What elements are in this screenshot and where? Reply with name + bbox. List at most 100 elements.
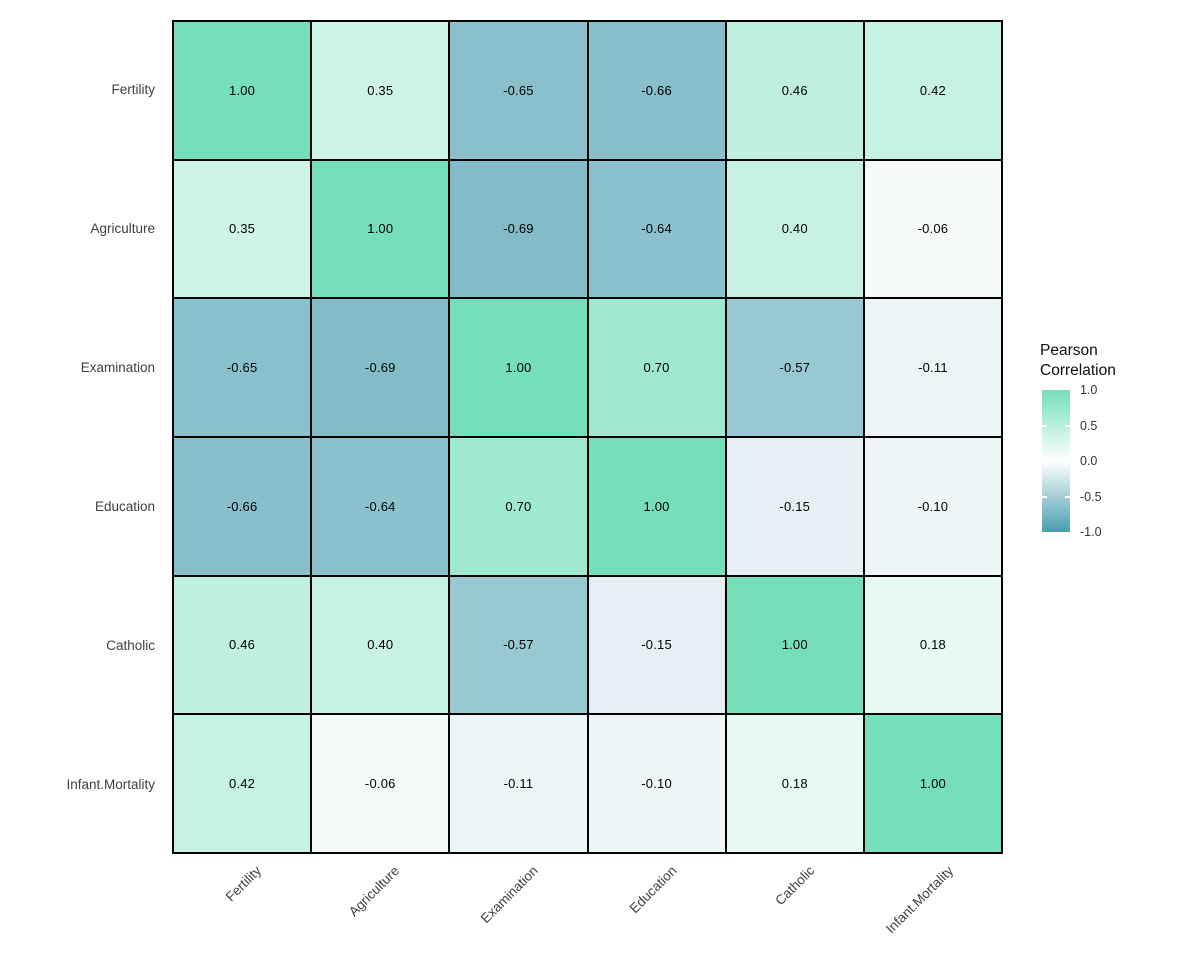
cell-value: -0.69 xyxy=(503,221,534,237)
heatmap-cell: -0.06 xyxy=(863,159,1002,299)
cell-value: 0.40 xyxy=(367,637,394,653)
cell-value: 0.46 xyxy=(781,82,808,98)
cell-value: -0.65 xyxy=(226,360,258,376)
cell-value: 0.40 xyxy=(781,221,808,237)
heatmap-cell: 1.00 xyxy=(863,714,1002,853)
y-axis-label: Agriculture xyxy=(90,221,155,236)
cell-value: -0.10 xyxy=(917,498,949,514)
heatmap-cell: 0.46 xyxy=(173,575,312,715)
cell-value: 0.35 xyxy=(367,82,394,98)
y-axis-label: Education xyxy=(94,499,155,514)
heatmap-cell: 0.18 xyxy=(725,714,864,853)
heatmap-cell: 0.46 xyxy=(725,21,864,160)
heatmap-cell: 1.00 xyxy=(449,298,588,437)
heatmap-cell: -0.15 xyxy=(725,437,864,576)
heatmap-cell: 0.40 xyxy=(311,575,450,715)
legend-tickmark xyxy=(1065,495,1070,498)
heatmap-cell: 0.42 xyxy=(863,21,1002,160)
heatmap-cell: -0.10 xyxy=(587,714,726,853)
heatmap-cell: 1.00 xyxy=(587,437,726,576)
heatmap-cell: 0.40 xyxy=(725,159,864,299)
heatmap-panel: 1.00 0.35 -0.65 -0.66 0.46 0.42 0.35 1.00 -0.69 -… xyxy=(172,20,1003,854)
heatmap-cell: -0.06 xyxy=(311,714,450,853)
legend-title-line1: Pearson xyxy=(1040,342,1098,359)
cell-value: 0.42 xyxy=(919,82,946,98)
cell-value: -0.10 xyxy=(641,776,672,792)
legend-tick-label: 0.5 xyxy=(1080,418,1098,433)
heatmap-cell: -0.15 xyxy=(587,575,726,715)
cell-value: 0.70 xyxy=(505,498,532,514)
x-axis-label: Catholic xyxy=(772,863,818,909)
cell-value: -0.11 xyxy=(503,776,534,792)
cell-value: 0.18 xyxy=(781,776,808,792)
legend-tick-label: -1.0 xyxy=(1080,525,1102,539)
heatmap-cell: -0.69 xyxy=(449,159,588,299)
cell-value: 1.00 xyxy=(781,637,808,653)
cell-value: -0.11 xyxy=(918,360,948,376)
heatmap-cell: -0.66 xyxy=(587,21,726,160)
x-axis-label: Infant.Mortality xyxy=(883,863,957,937)
heatmap-cell: 1.00 xyxy=(173,21,312,160)
cell-value: -0.57 xyxy=(503,637,534,653)
cell-value: 0.35 xyxy=(229,221,256,237)
cell-value: -0.66 xyxy=(641,82,672,98)
legend-tick-label: 1.0 xyxy=(1080,383,1098,397)
cell-value: -0.65 xyxy=(503,82,534,98)
cell-value: 0.46 xyxy=(229,637,256,653)
cell-value: 1.00 xyxy=(919,776,946,792)
x-axis-label: Education xyxy=(626,863,680,917)
heatmap-cell: -0.69 xyxy=(311,298,450,437)
legend: Pearson Correlation 1.0 0.5 0.0 -0.5 -1.0 xyxy=(1040,341,1190,539)
heatmap-cell: -0.10 xyxy=(863,437,1002,576)
x-axis-label: Examination xyxy=(477,863,541,927)
cell-value: -0.15 xyxy=(779,498,811,514)
heatmap-cell: 0.35 xyxy=(173,159,312,299)
cell-value: -0.64 xyxy=(364,498,396,514)
cell-value: 1.00 xyxy=(229,82,256,98)
heatmap-cell: -0.57 xyxy=(725,298,864,437)
legend-tickmark xyxy=(1042,495,1047,498)
cell-value: -0.57 xyxy=(779,360,811,376)
legend-title: Pearson Correlation xyxy=(1040,341,1190,381)
heatmap-cell: 0.18 xyxy=(863,575,1002,715)
heatmap-cell: 0.70 xyxy=(449,437,588,576)
legend-tickmark xyxy=(1065,424,1070,427)
y-axis-label: Fertility xyxy=(111,82,156,97)
legend-tick-label: 0.0 xyxy=(1080,454,1098,468)
heatmap-cell: -0.64 xyxy=(311,437,450,576)
cell-value: 1.00 xyxy=(505,360,532,376)
heatmap-cell: -0.65 xyxy=(173,298,312,437)
heatmap-cell: -0.65 xyxy=(449,21,588,160)
cell-value: 1.00 xyxy=(367,221,394,237)
heatmap-cell: 0.42 xyxy=(173,714,312,853)
legend-colorbar xyxy=(1042,390,1070,532)
cell-value: 0.42 xyxy=(229,776,256,792)
heatmap-cell: -0.11 xyxy=(863,298,1002,437)
cell-value: 1.00 xyxy=(643,498,670,514)
heatmap-cell: -0.64 xyxy=(587,159,726,299)
legend-tickmark xyxy=(1042,424,1047,427)
heatmap-cell: -0.57 xyxy=(449,575,588,715)
cell-value: 0.70 xyxy=(643,360,670,376)
legend-title-line2: Correlation xyxy=(1040,362,1116,379)
cell-value: -0.15 xyxy=(641,637,672,653)
cell-value: 0.18 xyxy=(919,637,946,653)
cell-value: -0.06 xyxy=(364,776,396,792)
cell-value: -0.64 xyxy=(641,221,672,237)
cell-value: -0.66 xyxy=(226,498,258,514)
heatmap-cell: 1.00 xyxy=(311,159,450,299)
cell-value: -0.69 xyxy=(364,360,396,376)
legend-tick-label: -0.5 xyxy=(1080,489,1102,504)
y-axis-label: Catholic xyxy=(106,638,155,653)
heatmap-cell: 1.00 xyxy=(725,575,864,715)
y-axis-labels: Fertility Agriculture Examination Education… xyxy=(0,20,155,854)
y-axis-label: Examination xyxy=(80,360,155,375)
heatmap-cell: 0.70 xyxy=(587,298,726,437)
y-axis-label: Infant.Mortality xyxy=(66,777,155,792)
heatmap-cell: -0.11 xyxy=(449,714,588,853)
heatmap-cell: 0.35 xyxy=(311,21,450,160)
x-axis-label: Agriculture xyxy=(346,863,403,920)
x-axis-label: Fertility xyxy=(222,863,264,905)
heatmap-cell: -0.66 xyxy=(173,437,312,576)
